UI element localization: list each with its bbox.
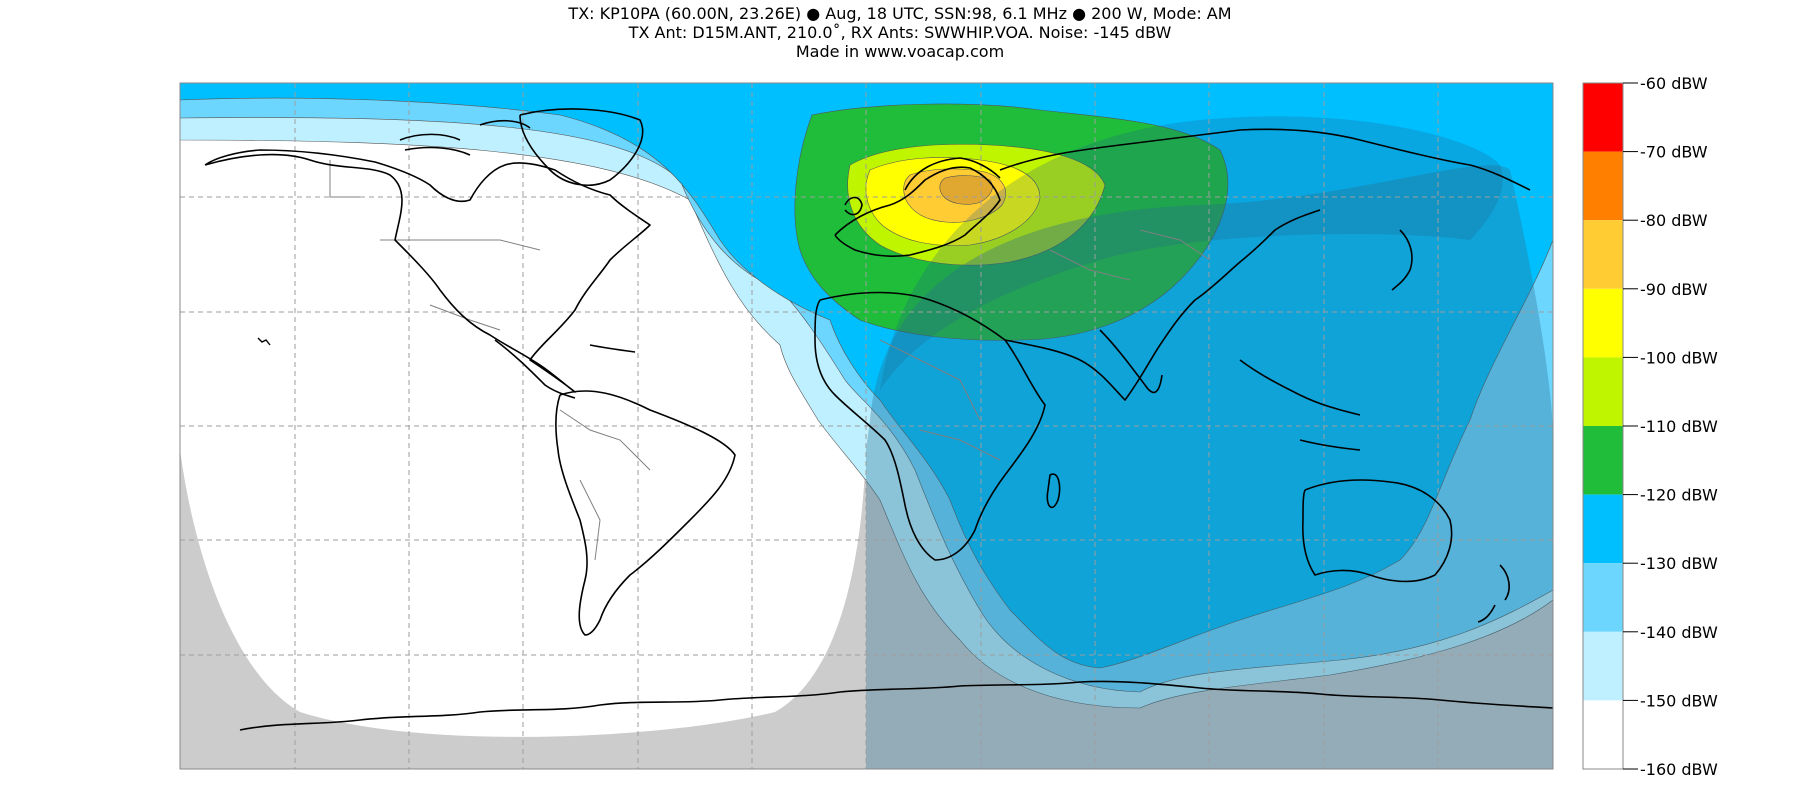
colorbar-tick-label: -160 dBW bbox=[1640, 760, 1718, 779]
colorbar bbox=[1582, 82, 1624, 770]
coverage-band-80 bbox=[939, 175, 993, 205]
map-plot-area bbox=[180, 83, 1553, 769]
country-borders bbox=[329, 160, 1211, 561]
night-overlay-coverage bbox=[866, 165, 1553, 769]
colorbar-tick-label: -110 dBW bbox=[1640, 417, 1718, 436]
coast-north-america bbox=[204, 149, 651, 393]
coast-europe bbox=[834, 166, 1001, 257]
night-overlay-dawn bbox=[880, 116, 1503, 390]
colorbar-band bbox=[1583, 288, 1623, 358]
coast-central-america bbox=[494, 339, 636, 399]
colorbar-band bbox=[1583, 563, 1623, 632]
colorbar-band bbox=[1583, 700, 1623, 769]
coast-uk bbox=[844, 196, 863, 216]
colorbar-tick-label: -140 dBW bbox=[1640, 623, 1718, 642]
coast-japan bbox=[1391, 229, 1413, 291]
colorbar-band bbox=[1583, 357, 1623, 426]
coastlines bbox=[204, 108, 1553, 731]
coast-south-america bbox=[555, 390, 736, 636]
coast-asia-south bbox=[1004, 209, 1321, 401]
colorbar-tick-label: -150 dBW bbox=[1640, 691, 1718, 710]
colorbar-band bbox=[1583, 83, 1623, 152]
colorbar-tick-label: -80 dBW bbox=[1640, 211, 1708, 230]
colorbar-tick-label: -90 dBW bbox=[1640, 280, 1708, 299]
coast-se-asia bbox=[1239, 359, 1361, 451]
map-title-line3: Made in www.voacap.com bbox=[795, 42, 1005, 61]
colorbar-tick-label: -60 dBW bbox=[1640, 74, 1708, 93]
coast-africa bbox=[814, 291, 1046, 561]
coast-new-zealand bbox=[1477, 564, 1510, 623]
colorbar-band bbox=[1583, 426, 1623, 495]
coast-asia-north bbox=[999, 128, 1531, 191]
coast-antarctica bbox=[239, 680, 1553, 731]
colorbar-tick-label: -130 dBW bbox=[1640, 554, 1718, 573]
coast-arctic-islands bbox=[399, 119, 531, 156]
graticule bbox=[180, 83, 1553, 769]
colorbar-tick-label: -70 dBW bbox=[1640, 143, 1708, 162]
map-frame bbox=[179, 82, 1554, 770]
colorbar-band bbox=[1583, 151, 1623, 221]
map-title-line1: TX: KP10PA (60.00N, 23.26E) ● Aug, 18 UT… bbox=[568, 4, 1232, 23]
coast-greenland bbox=[519, 108, 644, 186]
coast-madagascar bbox=[1046, 473, 1061, 509]
colorbar-tick-label: -120 dBW bbox=[1640, 486, 1718, 505]
coast-australia bbox=[1302, 479, 1453, 583]
coast-hawaii bbox=[257, 337, 271, 346]
map-title-line2: TX Ant: D15M.ANT, 210.0˚, RX Ants: SWWHI… bbox=[628, 23, 1172, 42]
coast-india bbox=[1099, 329, 1163, 394]
coast-scandinavia bbox=[904, 157, 1001, 191]
colorbar-band bbox=[1583, 494, 1623, 564]
colorbar-tick-label: -100 dBW bbox=[1640, 348, 1718, 367]
colorbar-labels: -60 dBW -70 dBW -80 dBW -90 dBW -100 dBW -110… bbox=[1623, 74, 1718, 779]
colorbar-band bbox=[1583, 631, 1623, 701]
colorbar-band bbox=[1583, 220, 1623, 289]
